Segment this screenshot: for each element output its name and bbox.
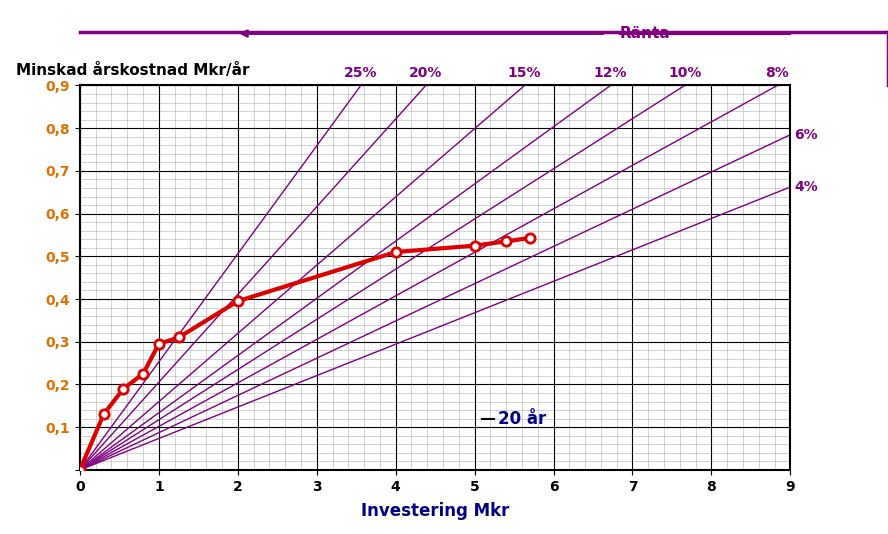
Text: 8%: 8% xyxy=(765,66,789,80)
Point xyxy=(116,384,131,393)
Text: 15%: 15% xyxy=(508,66,542,80)
Text: Minskad årskostnad Mkr/år: Minskad årskostnad Mkr/år xyxy=(16,63,250,78)
Point xyxy=(73,466,87,474)
Text: 10%: 10% xyxy=(668,66,702,80)
Point xyxy=(231,297,245,305)
Point xyxy=(152,340,166,348)
Text: 12%: 12% xyxy=(594,66,627,80)
Point xyxy=(136,370,150,378)
Point xyxy=(171,333,186,342)
Point xyxy=(389,248,403,256)
Point xyxy=(97,410,111,419)
Text: 4%: 4% xyxy=(794,180,818,194)
Text: 20%: 20% xyxy=(409,66,442,80)
Text: Ränta: Ränta xyxy=(620,26,670,41)
Point xyxy=(499,237,513,246)
Text: 25%: 25% xyxy=(344,66,377,80)
Point xyxy=(467,241,481,250)
Text: 20 år: 20 år xyxy=(498,410,546,428)
Point xyxy=(523,234,537,242)
X-axis label: Investering Mkr: Investering Mkr xyxy=(361,502,510,520)
Text: 6%: 6% xyxy=(794,128,818,142)
